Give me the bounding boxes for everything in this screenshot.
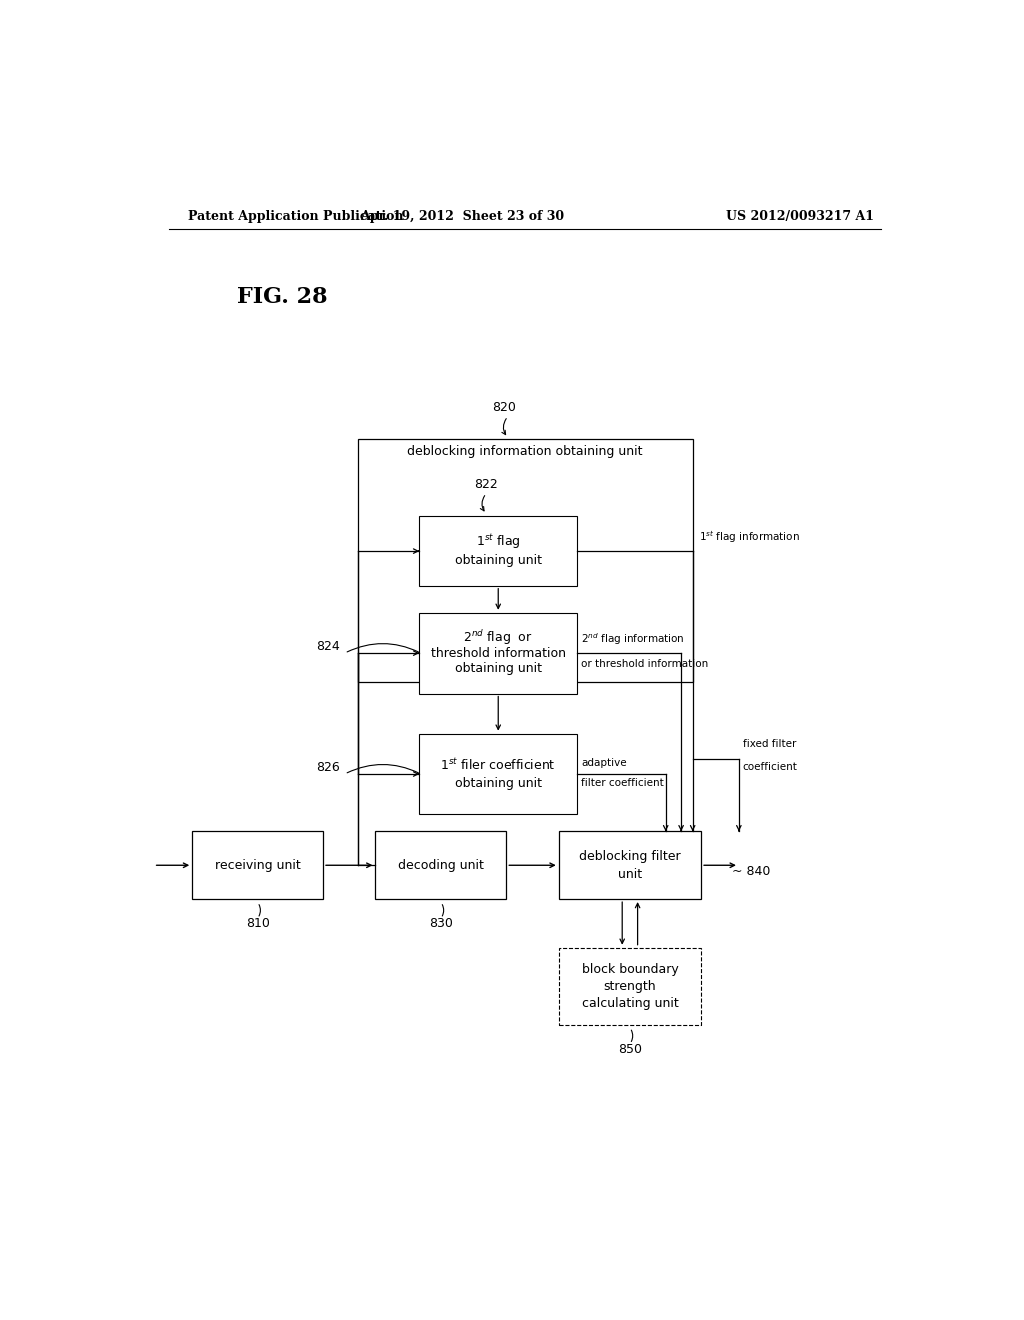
Text: strength: strength (603, 979, 656, 993)
Text: receiving unit: receiving unit (215, 859, 300, 871)
Text: 826: 826 (316, 762, 340, 775)
Text: calculating unit: calculating unit (582, 997, 678, 1010)
Text: ~ 840: ~ 840 (732, 865, 770, 878)
Text: adaptive: adaptive (581, 758, 627, 768)
Text: 2$^{nd}$ flag information: 2$^{nd}$ flag information (581, 631, 684, 647)
Text: or threshold information: or threshold information (581, 659, 709, 669)
Bar (376, 832, 506, 899)
Text: 1$^{st}$ filer coefficient: 1$^{st}$ filer coefficient (440, 756, 556, 772)
Text: fixed filter: fixed filter (742, 739, 796, 750)
Text: block boundary: block boundary (582, 962, 678, 975)
Text: obtaining unit: obtaining unit (455, 663, 542, 675)
Bar (419, 612, 578, 693)
Text: obtaining unit: obtaining unit (455, 554, 542, 566)
Text: 824: 824 (316, 640, 340, 653)
Bar (357, 440, 692, 682)
Text: 830: 830 (429, 917, 453, 931)
Text: coefficient: coefficient (742, 763, 798, 772)
Text: 850: 850 (617, 1043, 642, 1056)
Text: threshold information: threshold information (431, 647, 565, 660)
Text: deblocking information obtaining unit: deblocking information obtaining unit (408, 445, 643, 458)
Text: Apr. 19, 2012  Sheet 23 of 30: Apr. 19, 2012 Sheet 23 of 30 (359, 210, 564, 223)
Bar (193, 832, 323, 899)
Text: 810: 810 (246, 917, 269, 931)
Text: 1$^{st}$ flag: 1$^{st}$ flag (476, 532, 520, 552)
Text: deblocking filter: deblocking filter (580, 850, 681, 862)
Bar (419, 734, 578, 814)
Text: filter coefficient: filter coefficient (581, 777, 664, 788)
Bar (419, 516, 578, 586)
Text: 822: 822 (474, 478, 498, 491)
Text: unit: unit (617, 869, 642, 880)
Text: 2$^{nd}$ flag  or: 2$^{nd}$ flag or (464, 628, 534, 647)
Text: US 2012/0093217 A1: US 2012/0093217 A1 (726, 210, 874, 223)
Bar (559, 832, 701, 899)
Text: Patent Application Publication: Patent Application Publication (188, 210, 403, 223)
Text: obtaining unit: obtaining unit (455, 776, 542, 789)
Text: 820: 820 (493, 400, 516, 413)
Text: FIG. 28: FIG. 28 (237, 286, 328, 308)
Text: decoding unit: decoding unit (398, 859, 483, 871)
Bar (559, 948, 701, 1024)
Text: 1$^{st}$ flag information: 1$^{st}$ flag information (698, 529, 800, 545)
